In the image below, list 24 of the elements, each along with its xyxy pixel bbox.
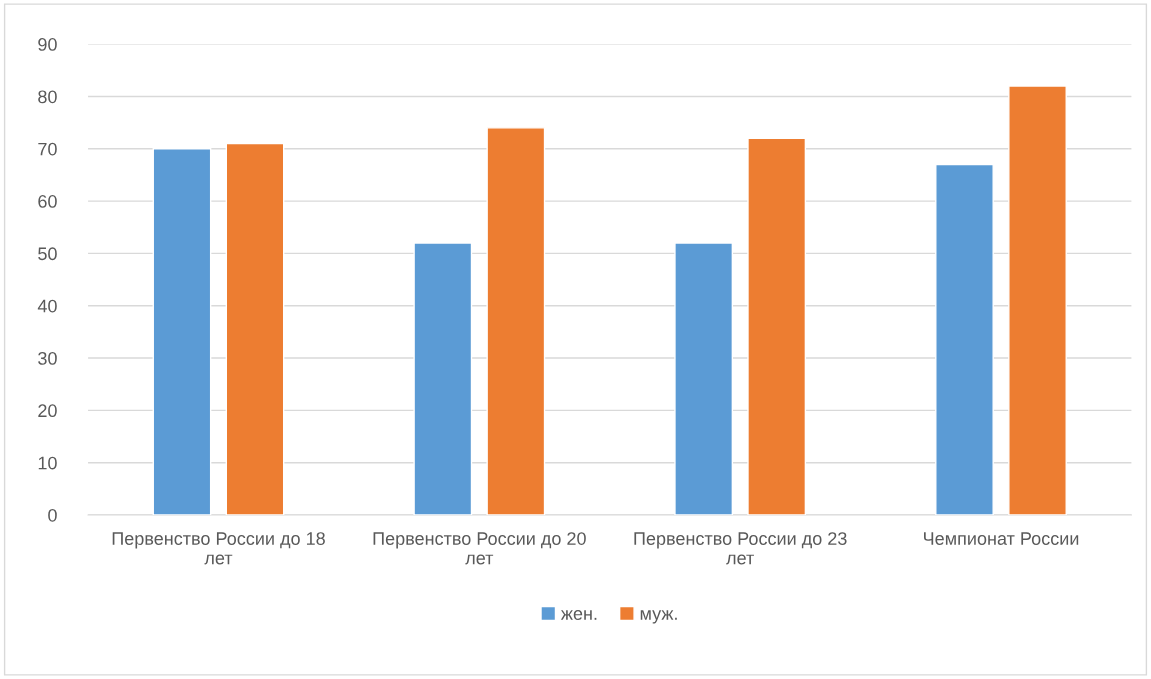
bar bbox=[413, 242, 473, 516]
bar bbox=[747, 137, 807, 516]
x-tick-label: Первенство России до 23 лет bbox=[634, 532, 847, 565]
y-tick-label: 70 bbox=[38, 142, 57, 156]
bar bbox=[486, 127, 546, 516]
y-tick-label: 90 bbox=[38, 38, 57, 51]
y-tick-label: 80 bbox=[38, 90, 57, 104]
y-tick-label: 0 bbox=[48, 508, 57, 522]
bar bbox=[935, 163, 994, 516]
bar bbox=[1008, 85, 1067, 516]
legend-label: жен. bbox=[560, 610, 597, 620]
x-tick-label: Чемпионат России bbox=[924, 532, 1079, 545]
x-tick-label: Первенство России до 20 лет bbox=[373, 532, 586, 565]
y-tick-label: 50 bbox=[38, 247, 57, 261]
y-tick-label: 20 bbox=[38, 404, 57, 418]
y-tick-label: 60 bbox=[38, 195, 57, 208]
bar bbox=[225, 142, 285, 516]
bar bbox=[152, 148, 212, 516]
y-tick-label: 10 bbox=[38, 456, 57, 470]
bar bbox=[674, 242, 734, 516]
x-tick-label: Первенство России до 18 лет bbox=[112, 532, 325, 565]
y-tick-label: 30 bbox=[38, 351, 57, 365]
y-tick-label: 40 bbox=[37, 299, 57, 313]
legend-label: муж. bbox=[640, 610, 677, 624]
